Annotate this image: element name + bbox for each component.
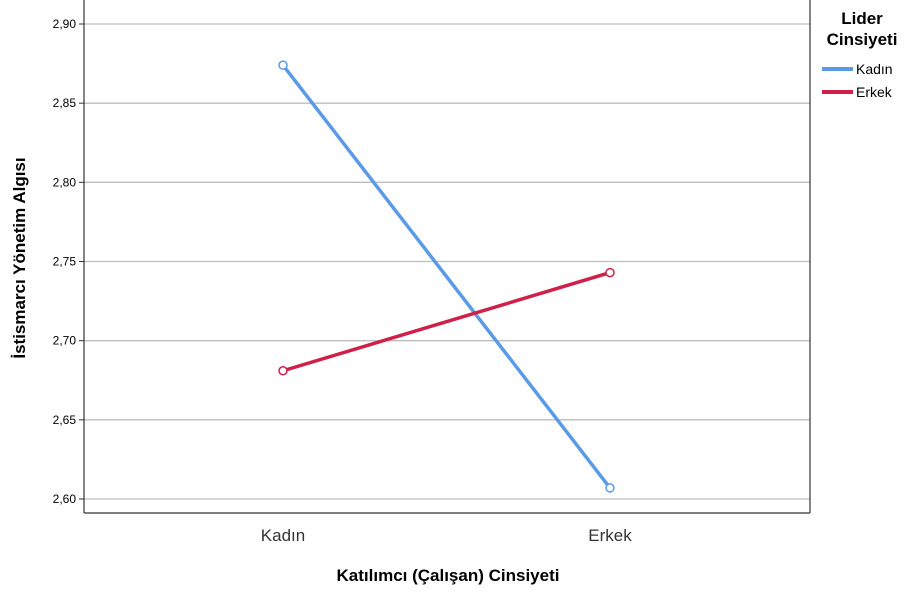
y-axis-title: İstismarcı Yönetim Algısı bbox=[10, 157, 29, 358]
y-tick-labels: 2,60 2,65 2,70 2,75 2,80 2,85 2,90 bbox=[53, 17, 77, 506]
x-tick-label: Erkek bbox=[588, 526, 632, 545]
y-tick-label: 2,80 bbox=[53, 175, 77, 189]
legend-title-line-2: Cinsiyeti bbox=[827, 30, 898, 49]
series-line bbox=[281, 63, 612, 490]
y-tick-label: 2,75 bbox=[53, 255, 77, 269]
y-tick-label: 2,85 bbox=[53, 96, 77, 110]
series-line bbox=[281, 270, 612, 373]
y-tick-label: 2,90 bbox=[53, 17, 77, 31]
legend: Lider Cinsiyeti Kadın Erkek bbox=[822, 9, 897, 100]
data-point bbox=[278, 366, 288, 376]
legend-items: Kadın Erkek bbox=[822, 61, 893, 100]
x-axis-title: Katılımcı (Çalışan) Cinsiyeti bbox=[337, 566, 560, 585]
legend-label: Kadın bbox=[856, 61, 893, 77]
series-kadn bbox=[278, 60, 615, 493]
gridlines bbox=[79, 23, 810, 500]
x-tick-labels: Kadın Erkek bbox=[261, 526, 632, 545]
data-point bbox=[278, 60, 288, 70]
data-point bbox=[605, 483, 615, 493]
series-lines bbox=[278, 60, 615, 493]
series-erkek bbox=[278, 267, 615, 376]
y-tick-label: 2,70 bbox=[53, 334, 77, 348]
legend-label: Erkek bbox=[856, 84, 893, 100]
x-tick-label: Kadın bbox=[261, 526, 305, 545]
y-tick-label: 2,60 bbox=[53, 492, 77, 506]
legend-title-line-1: Lider bbox=[841, 9, 883, 28]
y-tick-label: 2,65 bbox=[53, 413, 77, 427]
axes bbox=[83, 0, 811, 514]
data-point bbox=[605, 267, 615, 278]
